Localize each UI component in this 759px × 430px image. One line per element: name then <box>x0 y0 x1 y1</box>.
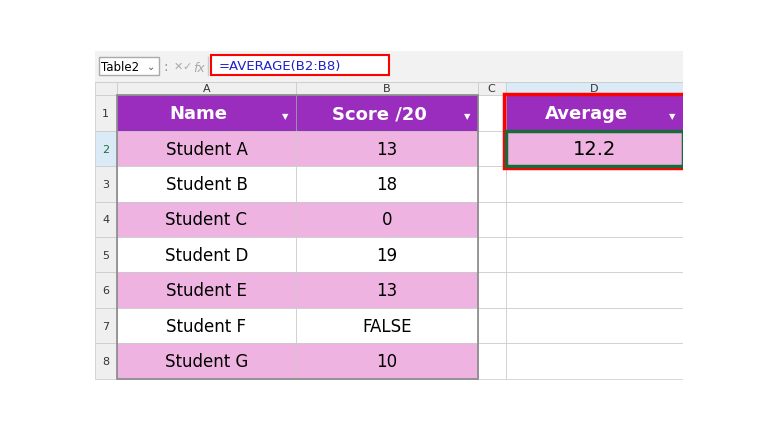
Bar <box>296 308 477 344</box>
Bar <box>505 96 683 132</box>
Bar <box>95 202 117 237</box>
Text: ▼: ▼ <box>464 112 470 121</box>
Text: 13: 13 <box>376 140 398 158</box>
Text: Name: Name <box>170 105 228 123</box>
Text: Score /20: Score /20 <box>332 105 427 123</box>
Bar <box>117 308 296 344</box>
Text: Student A: Student A <box>165 140 247 158</box>
Text: 3: 3 <box>102 179 109 190</box>
Text: 13: 13 <box>376 282 398 299</box>
Text: Student B: Student B <box>165 175 247 194</box>
Bar <box>477 344 505 379</box>
Bar <box>117 96 296 132</box>
Bar <box>117 237 296 273</box>
Bar <box>477 273 505 308</box>
Text: A: A <box>203 84 210 94</box>
Text: Student G: Student G <box>165 352 248 370</box>
Text: ✓: ✓ <box>182 62 192 72</box>
Text: Student F: Student F <box>166 317 247 335</box>
Text: ▼: ▼ <box>282 112 288 121</box>
Text: =AVERAGE(B2:B8): =AVERAGE(B2:B8) <box>219 60 342 73</box>
Text: D: D <box>590 84 599 94</box>
Bar <box>117 82 296 96</box>
Bar <box>296 167 477 202</box>
Bar <box>117 96 477 379</box>
Text: 8: 8 <box>102 356 109 366</box>
Bar <box>505 167 683 202</box>
Text: 5: 5 <box>102 250 109 260</box>
Bar <box>296 344 477 379</box>
Text: C: C <box>488 84 496 94</box>
Bar <box>296 132 477 167</box>
Text: 19: 19 <box>376 246 398 264</box>
Bar <box>296 96 477 132</box>
Bar <box>504 95 685 169</box>
Bar <box>477 132 505 167</box>
Text: 7: 7 <box>102 321 109 331</box>
Bar <box>296 237 477 273</box>
Text: 2: 2 <box>102 144 109 154</box>
Text: Student C: Student C <box>165 211 247 229</box>
Bar <box>95 308 117 344</box>
Bar <box>211 56 389 76</box>
Bar <box>477 237 505 273</box>
Text: 4: 4 <box>102 215 109 225</box>
Text: 6: 6 <box>102 286 109 295</box>
Bar <box>505 202 683 237</box>
Bar <box>117 132 296 167</box>
Text: :: : <box>164 60 168 74</box>
Bar <box>117 344 296 379</box>
Bar <box>117 273 296 308</box>
Bar <box>505 132 683 167</box>
Bar <box>95 167 117 202</box>
Bar <box>505 273 683 308</box>
Text: B: B <box>383 84 391 94</box>
Bar <box>477 167 505 202</box>
Bar <box>95 237 117 273</box>
Bar <box>505 132 683 167</box>
Text: ✕: ✕ <box>173 62 182 72</box>
Text: 18: 18 <box>376 175 398 194</box>
Text: 10: 10 <box>376 352 398 370</box>
Bar <box>95 273 117 308</box>
Bar <box>95 96 117 132</box>
Bar <box>505 82 683 96</box>
Bar <box>296 273 477 308</box>
Bar <box>505 237 683 273</box>
Text: Student E: Student E <box>166 282 247 299</box>
Text: 0: 0 <box>382 211 392 229</box>
Bar <box>477 96 505 132</box>
Text: ⌄: ⌄ <box>146 62 155 72</box>
Bar <box>99 58 159 76</box>
Bar <box>117 167 296 202</box>
Text: ▼: ▼ <box>669 112 676 121</box>
Text: Student D: Student D <box>165 246 248 264</box>
Text: 12.2: 12.2 <box>573 140 616 159</box>
Bar <box>477 202 505 237</box>
Text: FALSE: FALSE <box>362 317 412 335</box>
Text: Average: Average <box>545 105 628 123</box>
Bar <box>95 344 117 379</box>
Bar <box>296 202 477 237</box>
Bar <box>95 52 683 82</box>
Bar <box>505 308 683 344</box>
Bar <box>505 344 683 379</box>
Bar <box>296 82 477 96</box>
Bar <box>477 308 505 344</box>
Text: Table2: Table2 <box>101 61 139 74</box>
Bar <box>117 202 296 237</box>
Bar <box>95 132 117 167</box>
Text: 1: 1 <box>102 109 109 119</box>
Bar <box>477 82 505 96</box>
Text: fx: fx <box>193 62 205 75</box>
Bar <box>95 82 117 96</box>
